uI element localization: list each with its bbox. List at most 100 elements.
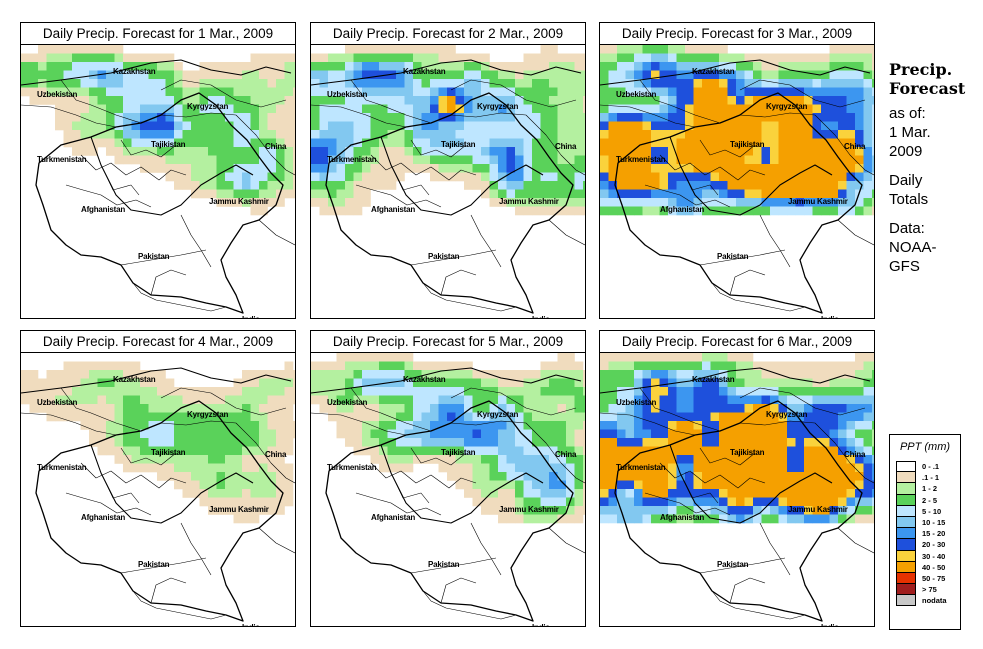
- precip-cell: [523, 121, 533, 131]
- precip-cell: [216, 79, 226, 88]
- precip-cell: [284, 438, 294, 447]
- precip-cell: [421, 121, 431, 131]
- precip-cell: [770, 480, 779, 490]
- precip-cell: [413, 53, 422, 63]
- precip-cell: [566, 164, 575, 173]
- precip-cell: [182, 472, 192, 481]
- precip-cell: [600, 506, 609, 515]
- precip-cell: [855, 429, 864, 439]
- precip-cell: [761, 104, 771, 114]
- precip-cell: [668, 489, 677, 498]
- precip-cell: [472, 121, 482, 131]
- precip-cell: [804, 138, 813, 148]
- precip-cell: [676, 113, 686, 122]
- precip-cell: [685, 446, 694, 456]
- precip-cell: [744, 506, 754, 515]
- precip-cell: [566, 155, 575, 165]
- precip-cell: [676, 96, 686, 105]
- precip-cell: [233, 446, 243, 456]
- border-line: [814, 114, 874, 176]
- precip-cell: [455, 155, 465, 165]
- precip-cell: [259, 480, 268, 490]
- precip-cell: [267, 463, 277, 473]
- precip-cell: [753, 378, 762, 388]
- precip-cell: [242, 138, 251, 148]
- precip-cell: [438, 370, 448, 379]
- precip-cell: [625, 189, 635, 199]
- precip-cell: [455, 53, 465, 63]
- precip-cell: [583, 113, 585, 122]
- precip-cell: [199, 446, 209, 456]
- precip-cell: [676, 404, 686, 413]
- precip-cell: [140, 155, 149, 165]
- precip-cell: [557, 455, 567, 464]
- precip-cell: [233, 472, 243, 481]
- precip-cell: [259, 370, 268, 379]
- precip-cell: [778, 147, 788, 156]
- precip-cell: [404, 387, 414, 396]
- precip-cell: [311, 87, 320, 97]
- precip-cell: [761, 370, 771, 379]
- precip-cell: [489, 404, 499, 413]
- legend-label: 20 - 30: [922, 540, 946, 550]
- precip-cell: [362, 62, 371, 71]
- precip-cell: [438, 387, 448, 396]
- precip-cell: [625, 438, 635, 447]
- precip-cell: [744, 387, 754, 396]
- precip-cell: [250, 370, 260, 379]
- precip-cell: [617, 181, 626, 190]
- precip-cell: [89, 53, 98, 63]
- precip-cell: [29, 96, 39, 105]
- precip-cell: [447, 378, 456, 388]
- country-outline: [614, 400, 863, 622]
- map-label-pakistan: Pakistan: [428, 252, 460, 261]
- precip-cell: [812, 480, 822, 490]
- precip-cell: [710, 387, 720, 396]
- precip-cell: [498, 172, 507, 182]
- precip-cell: [642, 421, 652, 430]
- precip-cell: [523, 514, 533, 524]
- precip-cell: [404, 130, 414, 139]
- precip-cell: [804, 198, 813, 207]
- precip-cell: [29, 70, 39, 80]
- precip-cell: [540, 45, 550, 54]
- precip-cell: [574, 155, 584, 165]
- precip-cell: [208, 463, 217, 473]
- precip-cell: [131, 395, 141, 405]
- precip-cell: [787, 155, 796, 165]
- precip-cell: [863, 53, 873, 63]
- precip-cell: [165, 138, 175, 148]
- precip-cell: [574, 370, 584, 379]
- precip-cell: [319, 53, 329, 63]
- precip-cell: [651, 429, 660, 439]
- precip-cell: [753, 421, 762, 430]
- precip-cell: [259, 113, 268, 122]
- precip-cell: [770, 181, 779, 190]
- precip-cell: [174, 79, 183, 88]
- precip-cell: [693, 361, 703, 371]
- precip-cell: [651, 198, 660, 207]
- precip-cell: [336, 147, 346, 156]
- precip-cell: [642, 206, 652, 216]
- precip-cell: [651, 206, 660, 216]
- precip-cell: [574, 79, 584, 88]
- precip-cell: [540, 361, 550, 371]
- precip-cell: [770, 446, 779, 456]
- precip-cell: [370, 147, 380, 156]
- map-label-jammu-kashmir: Jammu Kashmir: [499, 505, 559, 514]
- precip-cell: [328, 130, 337, 139]
- precip-cell: [379, 172, 388, 182]
- border-line: [837, 219, 874, 246]
- precip-cell: [447, 463, 456, 473]
- precip-cell: [846, 395, 856, 405]
- precip-cell: [736, 87, 745, 97]
- precip-cell: [566, 421, 575, 430]
- precip-cell: [293, 370, 295, 379]
- precip-cell: [370, 361, 380, 371]
- precip-cell: [259, 70, 268, 80]
- precip-cell: [659, 121, 669, 131]
- precip-cell: [668, 353, 677, 362]
- precip-cell: [719, 506, 728, 515]
- border-line: [105, 174, 140, 196]
- precip-cell: [455, 147, 465, 156]
